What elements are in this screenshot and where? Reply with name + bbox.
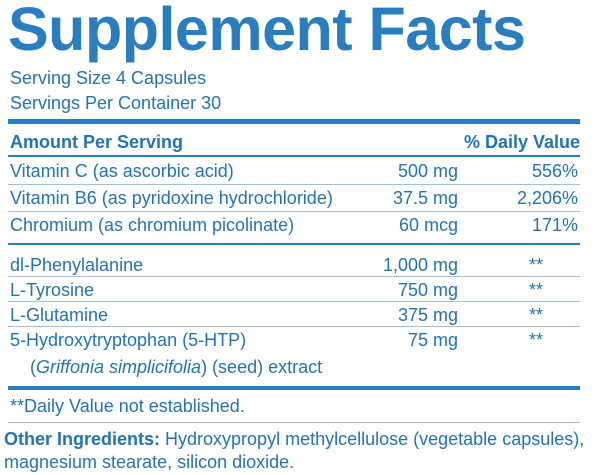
header-daily-value: % Daily Value bbox=[463, 132, 580, 152]
nutrient-name: dl-Phenylalanine bbox=[10, 255, 144, 275]
source-note: (Griffonia simplicifolia) (seed) extract bbox=[30, 356, 322, 378]
daily-value: ** bbox=[528, 280, 543, 300]
divider bbox=[8, 243, 580, 245]
daily-value: ** bbox=[528, 330, 543, 350]
amount: 500 mg bbox=[397, 161, 458, 181]
label: Other Ingredients: bbox=[4, 429, 161, 449]
serving-size: Serving Size 4 Capsules bbox=[10, 68, 207, 88]
nutrient-name: L-Glutamine bbox=[10, 305, 109, 325]
nutrient-name: L-Tyrosine bbox=[10, 280, 95, 300]
row-divider bbox=[8, 276, 580, 277]
other-ingredients: Other Ingredients: Hydroxypropyl methylc… bbox=[4, 428, 596, 474]
divider bbox=[8, 119, 580, 124]
divider bbox=[8, 155, 580, 157]
daily-value: ** bbox=[528, 305, 543, 325]
text: Hydroxypropyl methylcellulose (vegetable… bbox=[4, 429, 585, 472]
amount: 60 mcg bbox=[398, 215, 458, 235]
nutrient-name: Chromium (as chromium picolinate) bbox=[10, 215, 295, 235]
header-amount: Amount Per Serving bbox=[10, 132, 184, 152]
species: Griffonia simplicifolia bbox=[36, 357, 202, 377]
amount: 37.5 mg bbox=[392, 188, 458, 208]
nutrient-name: Vitamin C (as ascorbic acid) bbox=[10, 161, 234, 181]
nutrient-name: Vitamin B6 (as pyridoxine hydrochloride) bbox=[10, 188, 333, 208]
amount: 375 mg bbox=[397, 305, 458, 325]
row-divider bbox=[8, 326, 580, 327]
divider bbox=[8, 422, 580, 423]
row-divider bbox=[8, 184, 580, 185]
daily-value: 171% bbox=[531, 215, 578, 235]
text: ) (seed) extract bbox=[201, 357, 323, 377]
row-divider bbox=[8, 211, 580, 212]
amount: 75 mg bbox=[407, 330, 458, 350]
daily-value: ** bbox=[528, 255, 543, 275]
divider bbox=[8, 386, 580, 390]
daily-value: 556% bbox=[531, 161, 578, 181]
text: ( bbox=[30, 357, 36, 377]
daily-value: 2,206% bbox=[516, 188, 578, 208]
amount: 1,000 mg bbox=[382, 255, 458, 275]
nutrient-name: 5-Hydroxytryptophan (5-HTP) bbox=[10, 330, 247, 350]
row-divider bbox=[8, 301, 580, 302]
amount: 750 mg bbox=[397, 280, 458, 300]
servings-per-container: Servings Per Container 30 bbox=[10, 93, 222, 113]
footnote: **Daily Value not established. bbox=[10, 396, 245, 416]
title: Supplement Facts bbox=[8, 0, 526, 63]
